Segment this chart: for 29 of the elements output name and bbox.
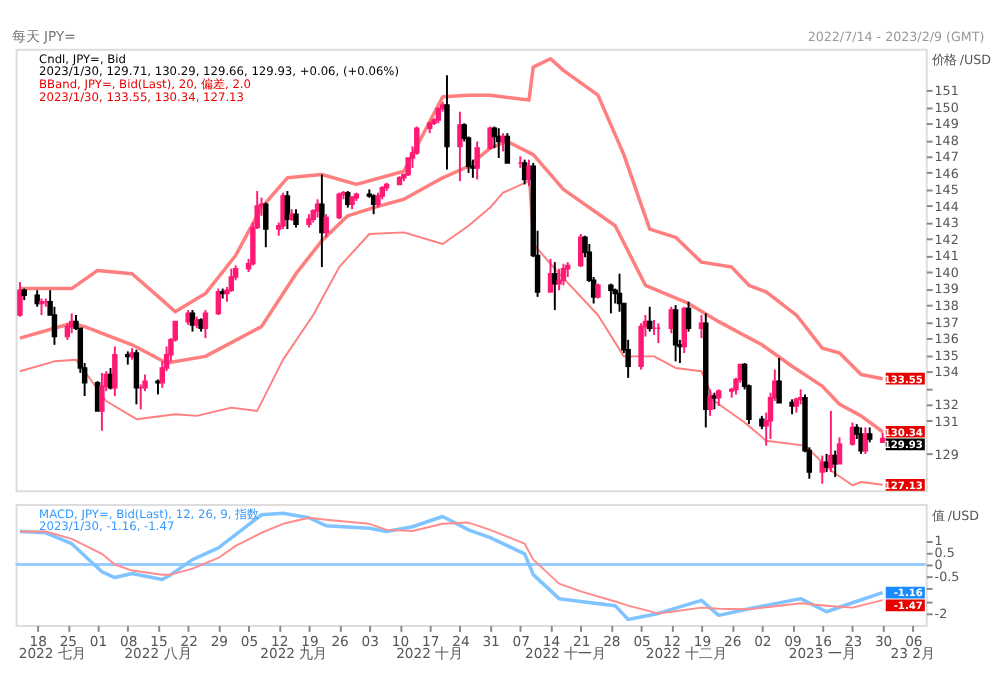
candlestick: [112, 345, 118, 398]
candlestick: [280, 191, 286, 231]
candlestick: [707, 388, 713, 417]
candlestick: [457, 110, 463, 183]
candlestick: [552, 261, 558, 312]
candlestick: [323, 213, 329, 239]
candlestick: [474, 140, 480, 181]
candlestick: [51, 305, 58, 346]
candlestick: [776, 357, 782, 404]
candlestick: [444, 74, 450, 171]
candlestick: [17, 280, 23, 318]
candlestick: [858, 426, 864, 455]
candlestick: [638, 322, 644, 371]
candlestick: [263, 201, 269, 249]
candlestick: [319, 173, 325, 269]
candlestick: [336, 191, 342, 221]
candlestick: [836, 436, 843, 465]
candlestick: [685, 300, 692, 333]
candlestick: [832, 449, 838, 479]
line-series: [18, 57, 885, 381]
candlestick: [500, 132, 506, 153]
candlestick: [99, 371, 105, 432]
candlestick: [646, 305, 653, 333]
candlestick: [556, 267, 562, 292]
candlestick: [608, 282, 614, 315]
candlestick: [293, 208, 299, 229]
candlestick: [504, 132, 511, 164]
candlestick: [672, 304, 679, 363]
candlestick: [526, 158, 532, 188]
